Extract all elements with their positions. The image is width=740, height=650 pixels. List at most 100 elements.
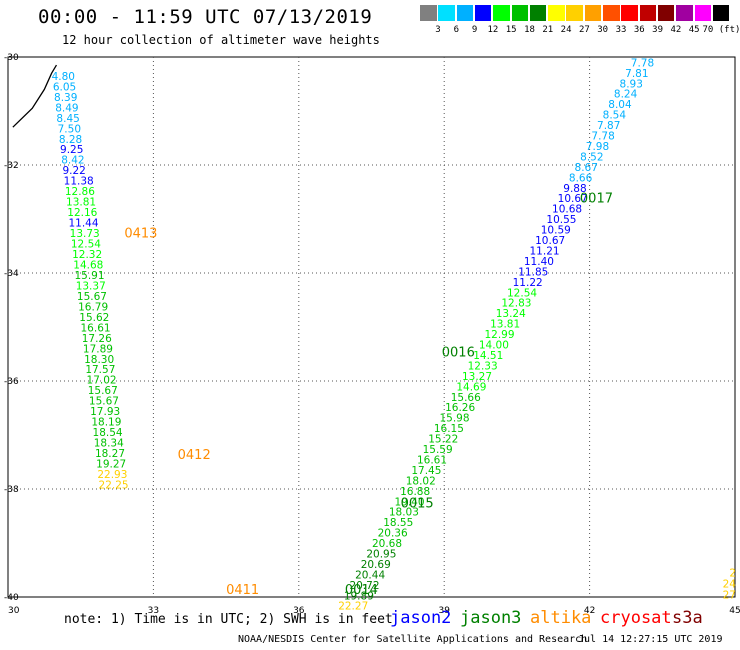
wave-height-value: 19.89 bbox=[344, 590, 374, 602]
wave-height-value: 10.68 bbox=[552, 204, 582, 216]
satellite-legend-cryosat: cryosat bbox=[600, 608, 672, 628]
map-frame bbox=[7, 56, 736, 598]
wave-height-value: 7.50 bbox=[58, 123, 81, 135]
wave-height-value: 8.45 bbox=[56, 113, 79, 125]
pass-label: 0015 bbox=[401, 497, 434, 512]
wave-height-value: 12.54 bbox=[507, 287, 537, 299]
pass-label: 0016 bbox=[442, 345, 475, 360]
page-subtitle: 12 hour collection of altimeter wave hei… bbox=[62, 33, 380, 47]
color-scale-label: 45 bbox=[688, 25, 700, 35]
wave-height-value: 8.52 bbox=[580, 151, 603, 163]
color-swatch bbox=[621, 5, 638, 21]
wave-height-value: 11.40 bbox=[524, 256, 554, 268]
wave-height-value: 18.02 bbox=[406, 475, 436, 487]
wave-height-value: 9.22 bbox=[62, 165, 85, 177]
wave-height-value: 18.55 bbox=[383, 517, 413, 529]
wave-height-value: 8.04 bbox=[608, 99, 632, 111]
wave-height-value: 11.44 bbox=[68, 218, 98, 230]
wave-height-value: 17.57 bbox=[85, 364, 115, 376]
pass-label: 0014 bbox=[345, 583, 378, 598]
wave-height-value: 7.98 bbox=[586, 141, 609, 153]
wave-height-value: 8.66 bbox=[569, 172, 593, 184]
lon-tick-label: 30 bbox=[8, 606, 20, 616]
lon-tick-label: 42 bbox=[584, 606, 595, 616]
wave-height-value: 20.69 bbox=[361, 559, 391, 571]
wave-height-value: 16.61 bbox=[81, 322, 111, 334]
wave-height-value: 12.32 bbox=[72, 249, 102, 261]
wave-height-value: 7.81 bbox=[625, 68, 648, 80]
wave-height-value: 17.89 bbox=[83, 343, 113, 355]
wave-height-value: 15.67 bbox=[77, 291, 107, 303]
wave-height-value: 8.39 bbox=[54, 92, 77, 104]
wave-height-value: 9.25 bbox=[60, 144, 83, 156]
satellite-legend-jason3: jason3 bbox=[460, 608, 522, 628]
wave-height-value: 15.62 bbox=[79, 312, 109, 324]
wave-height-value: 22.93 bbox=[97, 469, 127, 481]
wave-height-value: 8.42 bbox=[61, 155, 84, 167]
color-scale-label: 39 bbox=[652, 25, 664, 35]
wave-height-value: 12.86 bbox=[65, 186, 95, 198]
wave-height-value: 13.81 bbox=[490, 319, 520, 331]
wave-height-value: 7.78 bbox=[591, 131, 614, 143]
lon-tick-label: 39 bbox=[438, 606, 450, 616]
wave-height-value: 15.98 bbox=[439, 413, 469, 425]
wave-height-value: 13.24 bbox=[496, 308, 526, 320]
wave-height-value: 12.33 bbox=[468, 360, 498, 372]
satellite-legend-s3a: s3a bbox=[672, 608, 703, 628]
wave-height-value: 20.72 bbox=[349, 580, 379, 592]
wave-height-value: 7.78 bbox=[631, 57, 654, 69]
color-scale-label: 21 bbox=[542, 25, 554, 35]
wave-height-value: 13.27 bbox=[462, 371, 492, 383]
wave-height-value: 8.93 bbox=[620, 78, 643, 90]
color-swatch bbox=[584, 5, 602, 21]
wave-height-value: 17.26 bbox=[82, 333, 112, 345]
satellite-legend-jason2: jason2 bbox=[390, 608, 452, 628]
wave-height-value: 6.05 bbox=[53, 81, 76, 93]
color-scale-label: 42 bbox=[670, 25, 682, 35]
color-scale-label: 6 bbox=[453, 25, 459, 35]
wave-height-value: 17.02 bbox=[87, 375, 117, 387]
wave-height-value: 13.81 bbox=[66, 197, 96, 209]
wave-height-value: 16.26 bbox=[445, 402, 475, 414]
color-swatch bbox=[438, 5, 455, 21]
wave-height-value: 15.22 bbox=[428, 434, 458, 446]
wave-height-value: 13.73 bbox=[70, 228, 100, 240]
edge-wave-value: 27 bbox=[723, 589, 736, 601]
wave-height-value: 17.45 bbox=[411, 465, 441, 477]
color-swatch bbox=[529, 5, 547, 21]
wave-height-value: 16.79 bbox=[78, 301, 108, 313]
lat-tick-label: -34 bbox=[4, 269, 19, 279]
timestamp-text: Jul 14 12:27:15 UTC 2019 bbox=[578, 634, 723, 645]
wave-height-value: 18.27 bbox=[95, 448, 125, 460]
wave-height-value: 18.19 bbox=[91, 417, 121, 429]
lon-tick-label: 33 bbox=[148, 606, 159, 616]
color-scale-label: 70 (ft) bbox=[702, 25, 740, 35]
wave-height-value: 18.34 bbox=[94, 438, 124, 450]
lon-tick-label: 36 bbox=[293, 606, 305, 616]
wave-height-value: 9.88 bbox=[563, 183, 586, 195]
wave-height-value: 8.24 bbox=[614, 89, 638, 101]
color-scale-label: 27 bbox=[578, 25, 590, 35]
wave-height-value: 13.37 bbox=[76, 280, 106, 292]
color-scale-label: 24 bbox=[560, 25, 572, 35]
wave-height-value: 14.68 bbox=[73, 259, 103, 271]
lat-tick-label: -38 bbox=[4, 485, 19, 495]
edge-wave-value: 24 bbox=[723, 579, 737, 591]
color-swatch bbox=[474, 5, 492, 21]
color-swatch bbox=[511, 5, 528, 21]
wave-height-value: 11.22 bbox=[513, 277, 543, 289]
wave-height-value: 22.25 bbox=[99, 479, 129, 491]
color-swatch bbox=[603, 5, 620, 21]
wave-height-value: 8.67 bbox=[575, 162, 598, 174]
satellite-legend-altika: altika bbox=[530, 608, 592, 628]
wave-height-value: 11.38 bbox=[64, 176, 94, 188]
color-swatch bbox=[639, 5, 657, 21]
wave-height-value: 19.27 bbox=[96, 459, 126, 471]
wave-height-value: 20.68 bbox=[372, 538, 402, 550]
wave-height-value: 12.54 bbox=[71, 239, 101, 251]
color-swatch bbox=[694, 5, 711, 21]
color-swatch bbox=[493, 5, 510, 21]
color-swatch bbox=[712, 5, 730, 21]
wave-height-value: 12.16 bbox=[67, 207, 97, 219]
wave-height-value: 7.87 bbox=[597, 120, 620, 132]
